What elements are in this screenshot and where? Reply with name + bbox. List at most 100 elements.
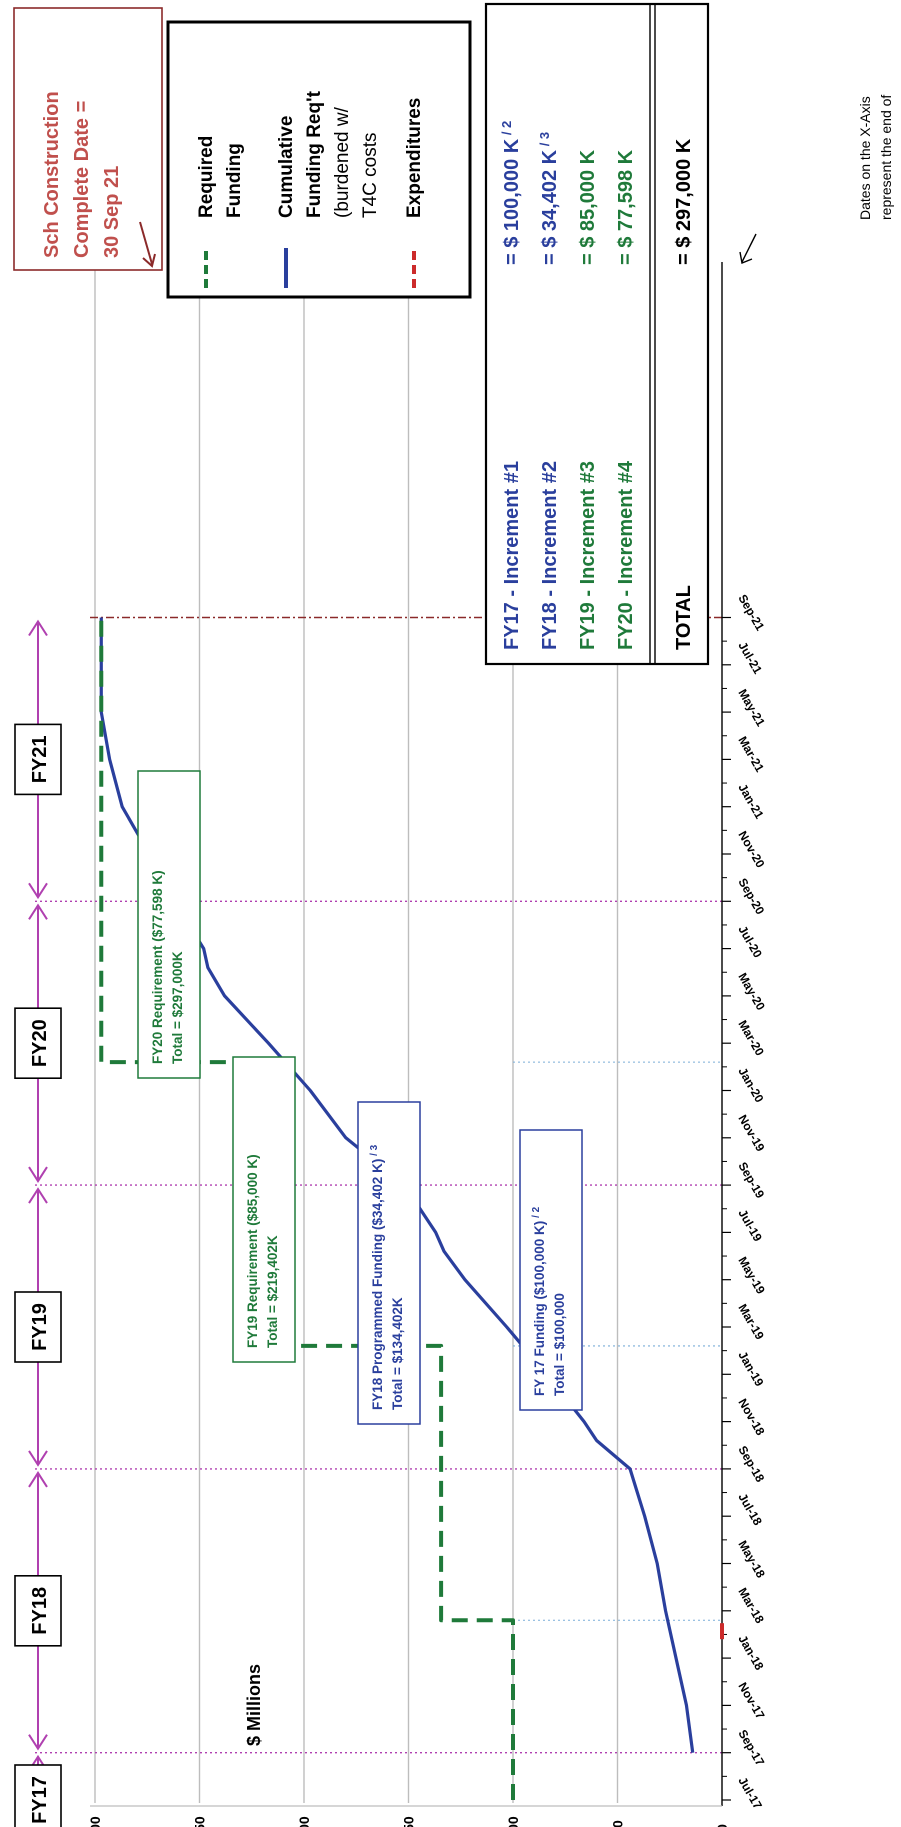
legend-label: T4C costs bbox=[360, 132, 381, 218]
note-line2: represent the end of bbox=[878, 95, 894, 220]
x-tick-label: May-20 bbox=[735, 970, 768, 1013]
x-tick-label: Jul-20 bbox=[735, 923, 765, 960]
x-tick-label: Mar-18 bbox=[735, 1585, 767, 1626]
summary-row-label: FY19 - Increment #3 bbox=[577, 461, 599, 650]
annotation-line2-fy17: Total = $100,000 bbox=[552, 1293, 567, 1396]
legend-label: Cumulative bbox=[276, 116, 297, 218]
summary-total-label: TOTAL bbox=[673, 585, 695, 650]
legend-label: (burdened w/ bbox=[332, 106, 353, 218]
fy-arrow-head bbox=[28, 1471, 48, 1488]
summary-row-value: = $ 34,402 K / 3 bbox=[537, 132, 561, 265]
series-line-required-funding bbox=[99, 617, 515, 1800]
note-arrowhead bbox=[739, 251, 753, 264]
annotation-sup: / 2 bbox=[531, 1206, 542, 1220]
x-tick-label: May-21 bbox=[735, 687, 768, 730]
note-line1: Dates on the X-Axis bbox=[857, 96, 873, 220]
x-tick-label: Nov-19 bbox=[735, 1112, 767, 1154]
annotation-box-fy17 bbox=[519, 1129, 583, 1411]
fy-arrow-head bbox=[28, 1450, 48, 1467]
annotation-line1-fy20: FY20 Requirement ($77,598 K) bbox=[150, 870, 165, 1064]
fy-label-box bbox=[14, 1291, 62, 1363]
y-tick-label: 250 bbox=[192, 1816, 208, 1827]
x-tick-label: Jul-21 bbox=[735, 639, 765, 676]
x-tick-label: May-19 bbox=[735, 1254, 768, 1297]
x-tick-label: Sep-19 bbox=[735, 1160, 767, 1201]
y-tick-label: 100 bbox=[505, 1816, 521, 1827]
x-tick-label: Jan-20 bbox=[735, 1065, 766, 1105]
fy-label: FY20 bbox=[29, 1019, 51, 1067]
complete-date-line2: Complete Date = bbox=[71, 101, 93, 258]
fy-label: FY19 bbox=[29, 1303, 51, 1351]
complete-date-box bbox=[13, 7, 163, 271]
complete-date-line3: 30 Sep 21 bbox=[101, 166, 123, 258]
fiscal-year-labels: FY17 FY18 FY19 FY20 FY21 bbox=[14, 619, 62, 1827]
annotation-line1-fy17: FY 17 Funding ($100,000 K) / 2 bbox=[531, 1206, 547, 1396]
summary-row-value: = $ 85,000 K bbox=[577, 149, 599, 265]
fy-arrow-head bbox=[28, 1166, 48, 1183]
x-tick-label: Jul-17 bbox=[735, 1775, 765, 1812]
legend-box bbox=[166, 20, 472, 299]
summary-sup: / 2 bbox=[499, 121, 514, 139]
summary-row-label: FY20 - Increment #4 bbox=[615, 460, 637, 650]
summary-row-value: = $ 77,598 K bbox=[615, 149, 637, 265]
x-tick-label: Sep-17 bbox=[735, 1727, 767, 1768]
x-tick-label: Sep-20 bbox=[735, 876, 767, 917]
note-arrow bbox=[741, 233, 757, 263]
annotation-box-fy19 bbox=[232, 1056, 296, 1363]
complete-date-arrowhead bbox=[142, 253, 156, 268]
x-tick-label: Jan-18 bbox=[735, 1633, 766, 1673]
fy-label-box bbox=[14, 1575, 62, 1647]
summary-table: FY17 - Increment #1 = $ 100,000 K / 2 FY18… bbox=[484, 2, 894, 666]
complete-date-arrow bbox=[139, 221, 153, 265]
x-tick-label: Nov-18 bbox=[735, 1396, 767, 1438]
summary-sup: / 3 bbox=[537, 132, 552, 150]
y-axis-label: $ Millions bbox=[244, 1664, 264, 1746]
x-tick-label: Nov-20 bbox=[735, 829, 767, 871]
y-tick-label: 300 bbox=[87, 1816, 103, 1827]
fy-label-box bbox=[14, 1764, 62, 1827]
summary-total-value: = $ 297,000 K bbox=[673, 138, 695, 265]
annotation-line1-fy19: FY19 Requirement ($85,000 K) bbox=[245, 1154, 260, 1348]
x-tick-label: May-18 bbox=[735, 1538, 768, 1581]
annotations: FY 17 Funding ($100,000 K) / 2 Total = $1… bbox=[13, 7, 583, 1425]
x-tick-label: Sep-18 bbox=[735, 1443, 767, 1484]
x-tick-label: Jan-19 bbox=[735, 1349, 766, 1389]
summary-row-value: = $ 100,000 K / 2 bbox=[499, 121, 523, 265]
fy-label-box bbox=[14, 723, 62, 796]
fy-label: FY21 bbox=[29, 735, 51, 783]
fy-arrow-head bbox=[28, 1734, 48, 1751]
legend: Required Funding Cumulative Funding Req't (b… bbox=[166, 20, 472, 299]
x-tick-label: Jul-19 bbox=[735, 1207, 765, 1244]
y-tick-label: 0 bbox=[714, 1824, 730, 1827]
annotation-box-fy18 bbox=[357, 1101, 421, 1425]
x-tick-label: Mar-21 bbox=[735, 734, 767, 775]
summary-table-box bbox=[484, 2, 710, 666]
annotation-line2-fy18: Total = $134,402K bbox=[390, 1297, 405, 1410]
legend-label: Funding bbox=[224, 143, 245, 218]
fy-arrow-head bbox=[28, 903, 48, 920]
fy-label: FY17 bbox=[29, 1776, 51, 1824]
x-tick-label: Sep-21 bbox=[735, 592, 767, 633]
x-tick-label: Mar-19 bbox=[735, 1302, 767, 1343]
x-tick-label: Nov-17 bbox=[735, 1680, 767, 1722]
annotation-line2-fy20: Total = $297,000K bbox=[170, 951, 185, 1064]
fy-arrow-head bbox=[28, 1187, 48, 1204]
annotation-box-fy20 bbox=[137, 770, 201, 1079]
fy-label: FY18 bbox=[29, 1587, 51, 1635]
legend-label: Funding Req't bbox=[304, 90, 325, 218]
legend-label: Expenditures bbox=[404, 98, 425, 218]
y-tick-label: 200 bbox=[296, 1816, 312, 1827]
x-tick-label: Jul-18 bbox=[735, 1491, 765, 1528]
fy-arrow-head bbox=[28, 619, 48, 637]
x-tick-label: Mar-20 bbox=[735, 1018, 767, 1059]
legend-label: Required bbox=[196, 136, 217, 218]
fy-label-box bbox=[14, 1007, 62, 1080]
annotation-sup: / 3 bbox=[369, 1144, 380, 1158]
y-tick-label: 50 bbox=[610, 1820, 626, 1827]
fy-arrow-head bbox=[28, 882, 48, 900]
annotation-line2-fy19: Total = $219,402K bbox=[265, 1235, 280, 1348]
annotation-line1-fy18: FY18 Programmed Funding ($34,402 K) / 3 bbox=[369, 1144, 385, 1410]
fiscal-year-lines bbox=[35, 616, 722, 1754]
summary-row-label: FY18 - Increment #2 bbox=[539, 461, 561, 650]
